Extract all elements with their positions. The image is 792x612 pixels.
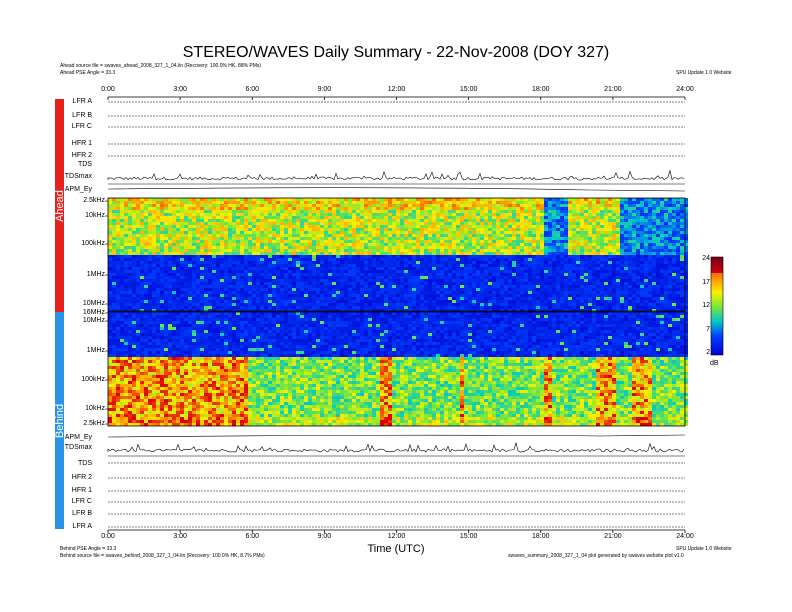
row-label: LFR A	[32, 523, 92, 530]
row-label: HFR 1	[32, 140, 92, 147]
freq-tick-label: 10MHz	[60, 300, 105, 307]
freq-tick-label: 10kHz	[60, 212, 105, 219]
row-label: LFR C	[32, 498, 92, 505]
row-label: LFR A	[32, 98, 92, 105]
behind-angle-text: Behind PSE Angle = 33.3	[60, 546, 116, 552]
freq-tick-label: 2.5kHz	[60, 197, 105, 204]
behind-spectrogram	[108, 312, 688, 426]
colorbar-tick-label: 2	[700, 349, 710, 356]
row-label: APM_Ey	[32, 186, 92, 193]
row-label: LFR B	[32, 112, 92, 119]
row-label: HFR 1	[32, 487, 92, 494]
colorbar-tick-label: 24	[700, 255, 710, 262]
freq-tick-label: 10kHz	[60, 405, 105, 412]
behind-source-text: Behind source file = swaves_behind_2008_…	[60, 553, 265, 559]
row-label: TDSmax	[32, 444, 92, 451]
freq-tick-label: 1MHz	[60, 347, 105, 354]
colorbar-tick-label: 7	[700, 326, 710, 333]
bottom-right-text-2: swaves_summary_2008_327_1_04 plot genera…	[508, 553, 684, 559]
row-label: TDS	[32, 161, 92, 168]
freq-tick-label: 2.5kHz	[60, 420, 105, 427]
row-label: HFR 2	[32, 474, 92, 481]
colorbar-tick-label: 17	[700, 279, 710, 286]
freq-tick-label: 16MHz	[60, 309, 105, 316]
row-label: LFR B	[32, 510, 92, 517]
ahead-spectrogram	[108, 198, 688, 312]
row-label: LFR C	[32, 123, 92, 130]
row-label: APM_Ey	[32, 434, 92, 441]
row-label: TDS	[32, 460, 92, 467]
colorbar-tick-label: 12	[700, 302, 710, 309]
row-label: HFR 2	[32, 152, 92, 159]
colorbar-unit: dB	[710, 360, 719, 367]
colorbar	[711, 257, 723, 355]
freq-tick-label: 10MHz	[60, 317, 105, 324]
freq-tick-label: 1MHz	[60, 271, 105, 278]
bottom-right-text-1: SPU Update 1.0 Website	[676, 546, 732, 552]
row-label: TDSmax	[32, 173, 92, 180]
freq-tick-label: 100kHz	[60, 240, 105, 247]
freq-tick-label: 100kHz	[60, 376, 105, 383]
